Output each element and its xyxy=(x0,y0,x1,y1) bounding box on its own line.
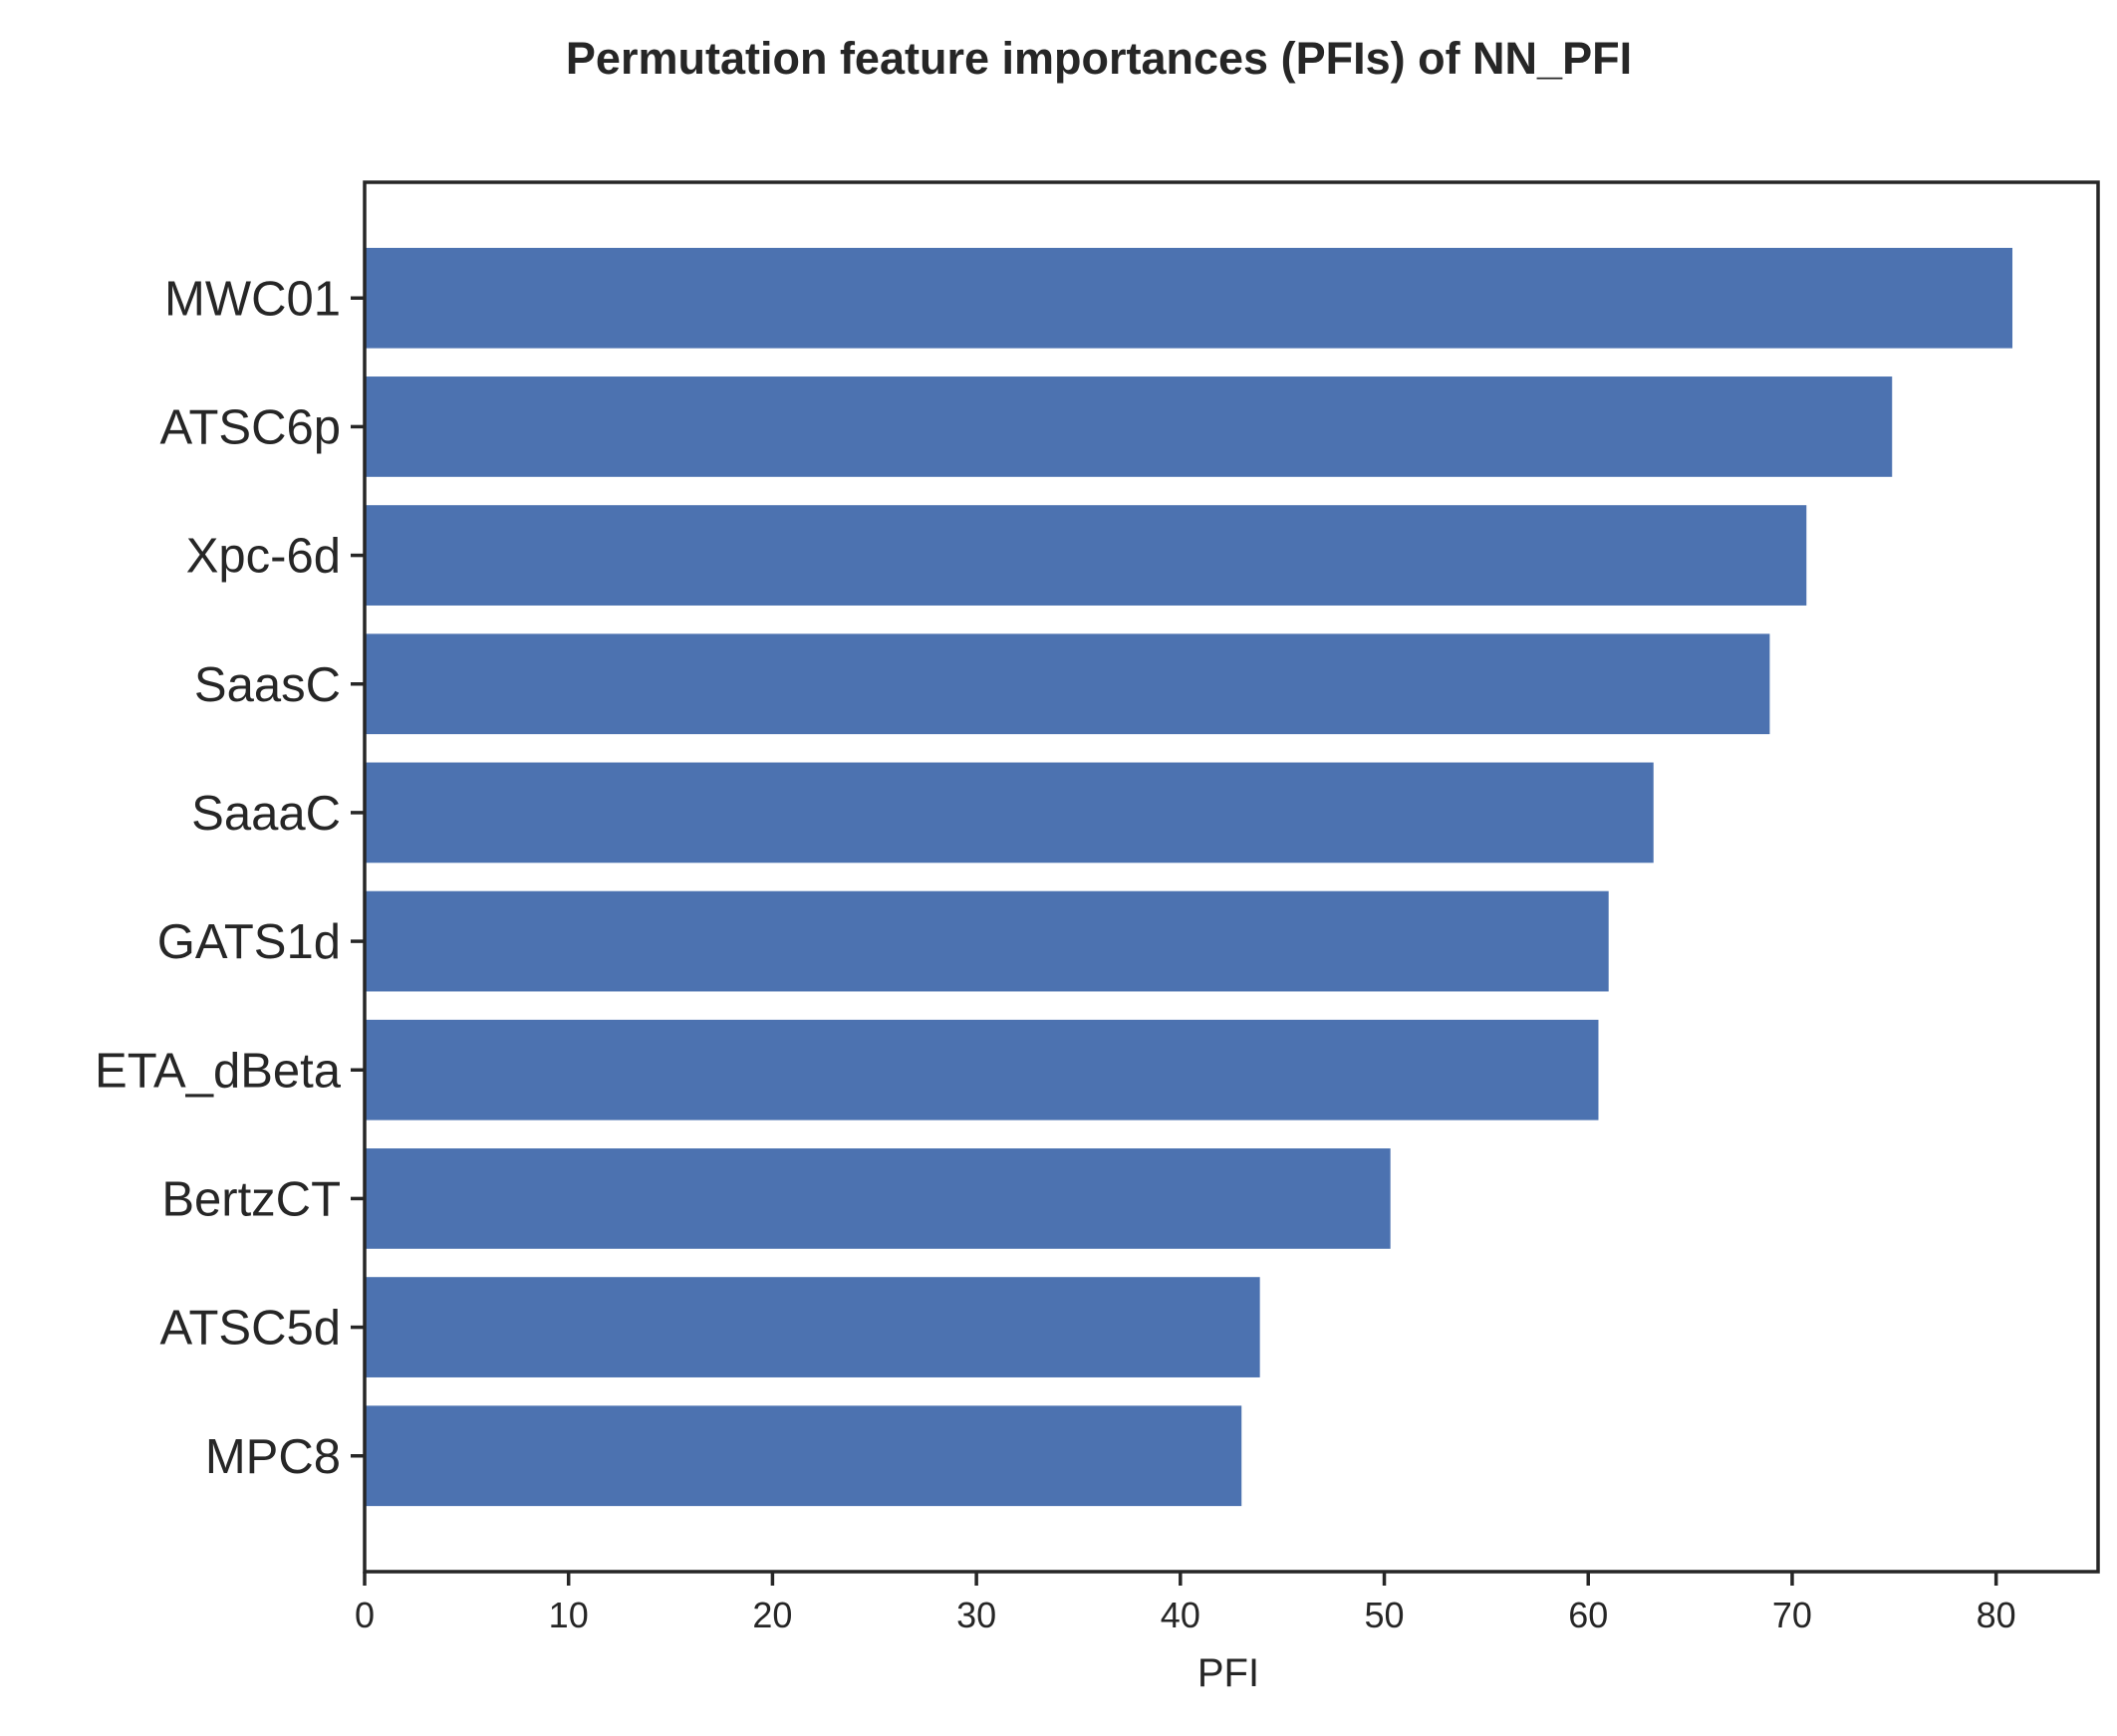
y-tick-label: SaaaC xyxy=(191,787,341,841)
bar-atsc6p xyxy=(365,376,1893,477)
x-axis-label: PFI xyxy=(1197,1651,1259,1695)
y-tick-label: ATSC5d xyxy=(159,1302,341,1356)
bar-mpc8 xyxy=(365,1405,1242,1507)
bars-group xyxy=(365,247,2013,1507)
y-tick-label: MPC8 xyxy=(205,1430,341,1484)
x-tick-label: 50 xyxy=(1365,1595,1405,1635)
x-tick-label: 20 xyxy=(752,1595,792,1635)
y-tick-label: GATS1d xyxy=(157,915,341,969)
plot-frame xyxy=(363,180,2100,1574)
bar-gats1d xyxy=(365,890,1609,992)
x-tick-label: 10 xyxy=(549,1595,589,1635)
x-tick-label: 40 xyxy=(1161,1595,1200,1635)
y-axis: MWC01 ATSC6p Xpc-6d SaasC SaaaC GATS1d ETA_dBe… xyxy=(95,272,365,1484)
y-tick-label: MWC01 xyxy=(164,272,341,326)
bar-eta-dbeta xyxy=(365,1019,1599,1120)
x-tick-label: 60 xyxy=(1568,1595,1608,1635)
bar-saasc xyxy=(365,633,1770,735)
x-tick-label: 30 xyxy=(956,1595,996,1635)
bar-atsc5d xyxy=(365,1277,1260,1377)
bar-bertzct xyxy=(365,1148,1391,1249)
bar-saaac xyxy=(365,762,1654,864)
x-tick-label: 70 xyxy=(1772,1595,1812,1635)
y-tick-label: SaasC xyxy=(194,658,341,712)
y-tick-label: BertzCT xyxy=(161,1172,341,1226)
x-axis: 0 10 20 30 40 50 60 70 80 xyxy=(355,1572,2016,1635)
x-tick-label: 0 xyxy=(355,1595,375,1635)
y-tick-label: ATSC6p xyxy=(159,400,341,454)
y-tick-label: ETA_dBeta xyxy=(95,1044,342,1098)
x-tick-label: 80 xyxy=(1977,1595,2016,1635)
bar-mwc01 xyxy=(365,247,2013,349)
chart-title: Permutation feature importances (PFIs) o… xyxy=(566,33,1632,84)
bar-xpc-6d xyxy=(365,505,1807,606)
y-tick-label: Xpc-6d xyxy=(186,530,341,584)
